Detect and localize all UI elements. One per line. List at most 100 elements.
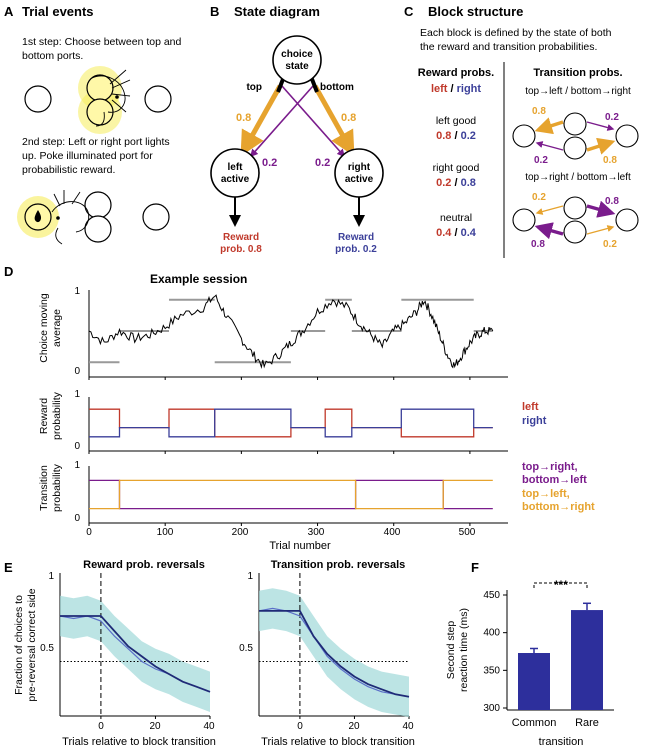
e-ylabel-b: pre-reversal correct side bbox=[26, 588, 38, 701]
d-xtick-500: 500 bbox=[459, 527, 476, 538]
right-active-node bbox=[334, 148, 384, 198]
panel-f: F Second step reaction time (ms) 300 350 4… bbox=[445, 560, 614, 748]
transition-1-label: top→left / bottom→right bbox=[525, 86, 631, 97]
panel-b: B State diagram choice state top bottom … bbox=[210, 4, 384, 255]
choice-state-label-2: state bbox=[285, 61, 309, 72]
d3-ytick-1: 1 bbox=[74, 460, 80, 471]
e-ylabel-a: Fraction of choices to bbox=[13, 595, 25, 695]
panel-a: A Trial events 1st step: Choose between … bbox=[4, 4, 182, 245]
e2-xtick-0: 0 bbox=[297, 721, 303, 732]
d3-series-1 bbox=[89, 479, 493, 510]
d-ylabel2-b: probability bbox=[51, 391, 63, 440]
block-right-good-values: 0.2 / 0.8 bbox=[436, 177, 476, 189]
t1-arrow-bottom-right bbox=[586, 137, 616, 155]
e2-xtick-40: 40 bbox=[402, 721, 414, 732]
port-left-1 bbox=[24, 85, 52, 113]
panel-c-title: Block structure bbox=[428, 4, 523, 19]
e1-ytick-05: 0.5 bbox=[40, 643, 54, 654]
d-legend-trans-1a: top→right, bbox=[522, 461, 578, 473]
d-ylabel3-a: Transition bbox=[38, 465, 50, 511]
transition-probs-header: Transition probs. bbox=[533, 67, 622, 79]
t1-p02-bottom: 0.2 bbox=[534, 155, 548, 166]
f-significance: *** bbox=[554, 578, 568, 592]
port-top-1 bbox=[86, 74, 114, 102]
d2-series-right bbox=[89, 408, 493, 438]
f-xtick-label: Rare bbox=[575, 717, 599, 729]
t2-p08-bottom: 0.8 bbox=[531, 239, 545, 250]
panel-e-letter: E bbox=[4, 560, 13, 575]
d-xtick-400: 400 bbox=[384, 527, 401, 538]
panel-c-desc-2: the reward and transition probabilities. bbox=[420, 41, 597, 53]
left-active-label-2: active bbox=[221, 174, 250, 185]
block-neutral-label: neutral bbox=[440, 212, 472, 224]
port-right-1 bbox=[144, 85, 172, 113]
prob-0.8-right: 0.8 bbox=[341, 112, 356, 124]
block-left-good-label: left good bbox=[436, 115, 476, 127]
port-bottom-2 bbox=[84, 215, 112, 243]
rat-1 bbox=[91, 69, 131, 127]
e1-xtick-40: 40 bbox=[203, 721, 215, 732]
arrow-bottom-right bbox=[312, 84, 355, 157]
d2-ytick-1: 1 bbox=[74, 389, 80, 400]
e2-confidence-band bbox=[259, 588, 409, 718]
panel-a-letter: A bbox=[4, 4, 14, 19]
f-bar-common bbox=[518, 653, 550, 710]
t2-p02-bottom: 0.2 bbox=[603, 239, 617, 250]
prob-0.2-left: 0.2 bbox=[262, 157, 277, 169]
d-legend-trans-2a: top→left, bbox=[522, 488, 570, 500]
t2-right bbox=[615, 208, 639, 232]
f-ytick-label: 300 bbox=[483, 703, 500, 714]
block-neutral-values: 0.4 / 0.4 bbox=[436, 227, 477, 239]
d-ylabel1-a: Choice moving bbox=[38, 293, 50, 363]
t2-arrow-bottom-right bbox=[586, 225, 615, 235]
t1-top bbox=[563, 112, 587, 136]
left-active-label-1: left bbox=[228, 162, 244, 173]
t1-arrow-top-right bbox=[586, 121, 615, 131]
d-legend-trans-1b: bottom→left bbox=[522, 474, 587, 486]
f-ytick-label: 400 bbox=[483, 628, 500, 639]
t1-arrow-top-left bbox=[534, 117, 564, 135]
e2-fit-line bbox=[259, 610, 410, 698]
panel-d-letter: D bbox=[4, 264, 13, 279]
transition-2-label: top→right / bottom→left bbox=[525, 172, 631, 183]
e1-xtick-20: 20 bbox=[149, 721, 161, 732]
rat-2-eye bbox=[56, 216, 60, 220]
panel-a-step1-line2: bottom ports. bbox=[22, 50, 83, 62]
reward-probs-header: Reward probs. bbox=[418, 67, 494, 79]
t2-arrow-bottom-left bbox=[534, 222, 564, 240]
panel-a-step1-line1: 1st step: Choose between top and bbox=[22, 36, 182, 48]
d-ylabel3-b: probability bbox=[51, 463, 63, 512]
t2-top bbox=[563, 196, 587, 220]
reward-left-line2: prob. 0.8 bbox=[220, 244, 262, 255]
e2-xtick-20: 20 bbox=[348, 721, 360, 732]
e1-ytick-1: 1 bbox=[48, 571, 54, 582]
block-right-good-label: right good bbox=[433, 162, 480, 174]
choice-state-node bbox=[272, 35, 322, 85]
panel-b-letter: B bbox=[210, 4, 219, 19]
label-top: top bbox=[246, 82, 262, 93]
d-ylabel1-b: average bbox=[51, 309, 63, 347]
panel-d-title: Example session bbox=[150, 272, 247, 286]
t2-p02-top: 0.2 bbox=[532, 192, 546, 203]
arrow-bottom-left bbox=[249, 85, 314, 158]
e2-xlabel: Trials relative to block transition bbox=[261, 736, 415, 748]
block-left-good-values: 0.8 / 0.2 bbox=[436, 130, 476, 142]
t2-left bbox=[512, 208, 536, 232]
d-xtick-0: 0 bbox=[86, 527, 92, 538]
d-legend-trans-2b: bottom→right bbox=[522, 501, 595, 513]
f-sig-bracket bbox=[533, 582, 588, 588]
t1-bottom bbox=[563, 136, 587, 160]
e2-ytick-1: 1 bbox=[247, 571, 253, 582]
panel-c-desc-1: Each block is defined by the state of bo… bbox=[420, 27, 612, 39]
t1-p08-top: 0.8 bbox=[532, 106, 546, 117]
t1-arrow-bottom-left bbox=[535, 141, 564, 151]
d1-ytick-1: 1 bbox=[74, 286, 80, 297]
f-ytick-label: 450 bbox=[483, 590, 500, 601]
panel-c-letter: C bbox=[404, 4, 414, 19]
d1-ytick-0: 0 bbox=[74, 366, 80, 377]
arrow-top-right bbox=[281, 85, 346, 158]
f-ytick-label: 350 bbox=[483, 665, 500, 676]
panel-f-letter: F bbox=[471, 560, 479, 575]
t1-right bbox=[615, 124, 639, 148]
